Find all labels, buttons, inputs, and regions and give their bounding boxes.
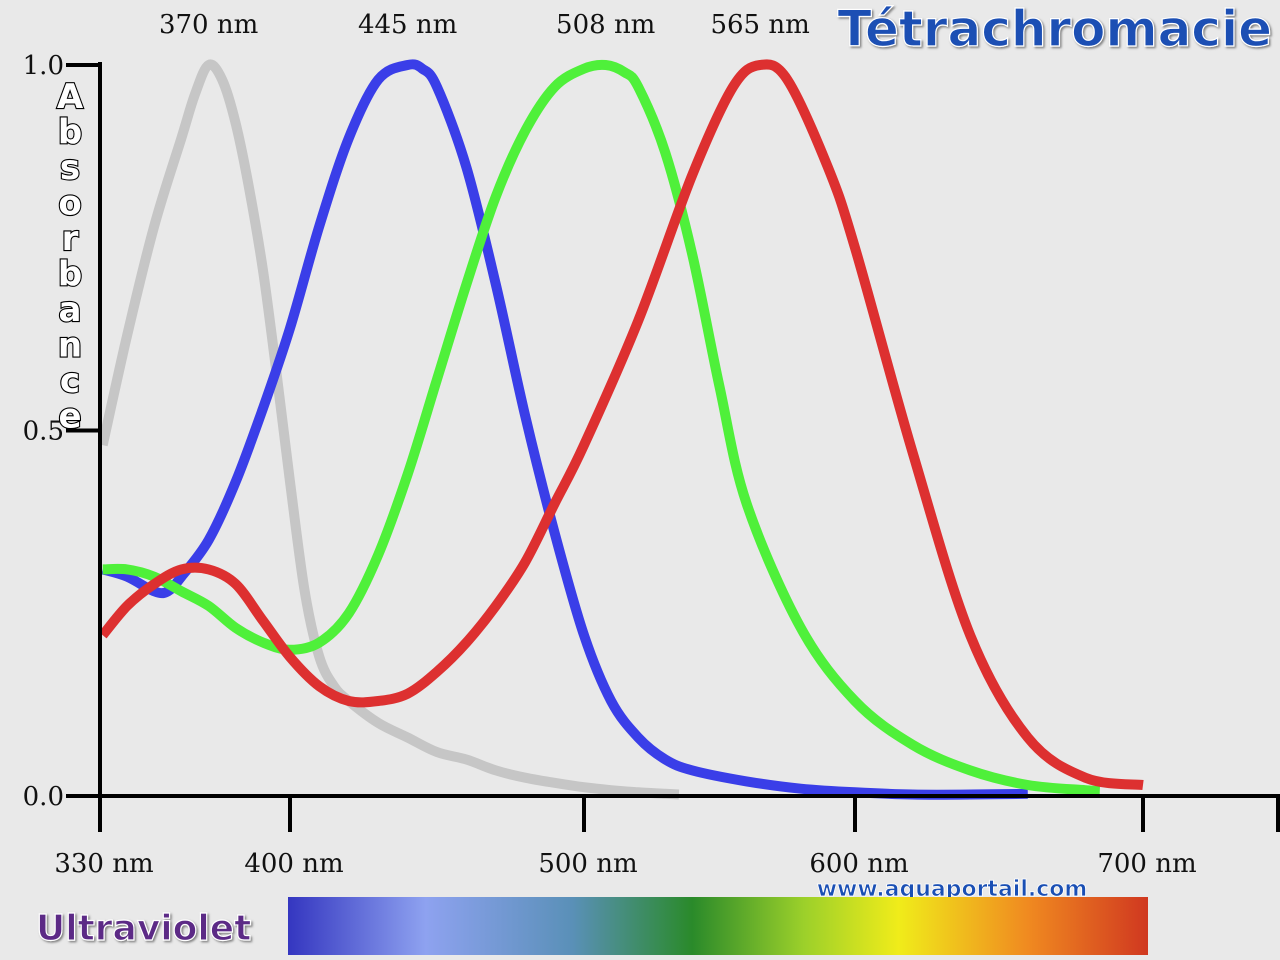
x-tick-label: 700 nm [1097, 849, 1196, 879]
y-axis-label-letter: A [57, 77, 84, 117]
x-tick-label: 600 nm [809, 849, 908, 879]
legend-label-370-nm: 370 nm [159, 10, 258, 40]
x-tick-label: 330 nm [54, 849, 153, 879]
legend-label-445-nm: 445 nm [358, 10, 457, 40]
legend-label-565-nm: 565 nm [710, 10, 809, 40]
y-tick-label: 0.0 [23, 782, 64, 812]
legend-label-508-nm: 508 nm [556, 10, 655, 40]
series-line-508-nm [102, 59, 1101, 796]
series-lines [97, 59, 1144, 800]
y-axis-label-letter: s [60, 148, 80, 188]
ticks: 0.0 0.5 1.0 330 nm 400 nm 500 nm 600 nm 700 nm [23, 51, 1280, 879]
y-tick-label: 1.0 [23, 51, 64, 81]
chart-title: Tétrachromacie [838, 0, 1272, 58]
y-axis-label-letter: o [58, 184, 81, 224]
y-axis-label-letter: b [58, 255, 82, 295]
y-axis-label-letter: e [58, 397, 81, 437]
x-tick-label: 500 nm [538, 849, 637, 879]
spectrum-bar [288, 897, 1148, 955]
y-axis-label-letter: b [58, 113, 82, 153]
legend: 370 nm 445 nm 508 nm 565 nm [159, 10, 810, 40]
series-line-445-nm [101, 59, 1028, 800]
series-line-370-nm [97, 59, 680, 800]
spectrum-label: Ultraviolet [36, 908, 251, 949]
x-tick-label: 400 nm [244, 849, 343, 879]
y-axis-label-letter: a [59, 290, 82, 330]
y-axis-label-letter: c [60, 361, 80, 401]
y-axis-label-letter: n [58, 326, 82, 366]
axes [70, 62, 1280, 832]
y-axis-label-letter: r [62, 219, 79, 259]
y-tick-label: 0.5 [23, 417, 64, 447]
series-line-565-nm [98, 59, 1144, 790]
